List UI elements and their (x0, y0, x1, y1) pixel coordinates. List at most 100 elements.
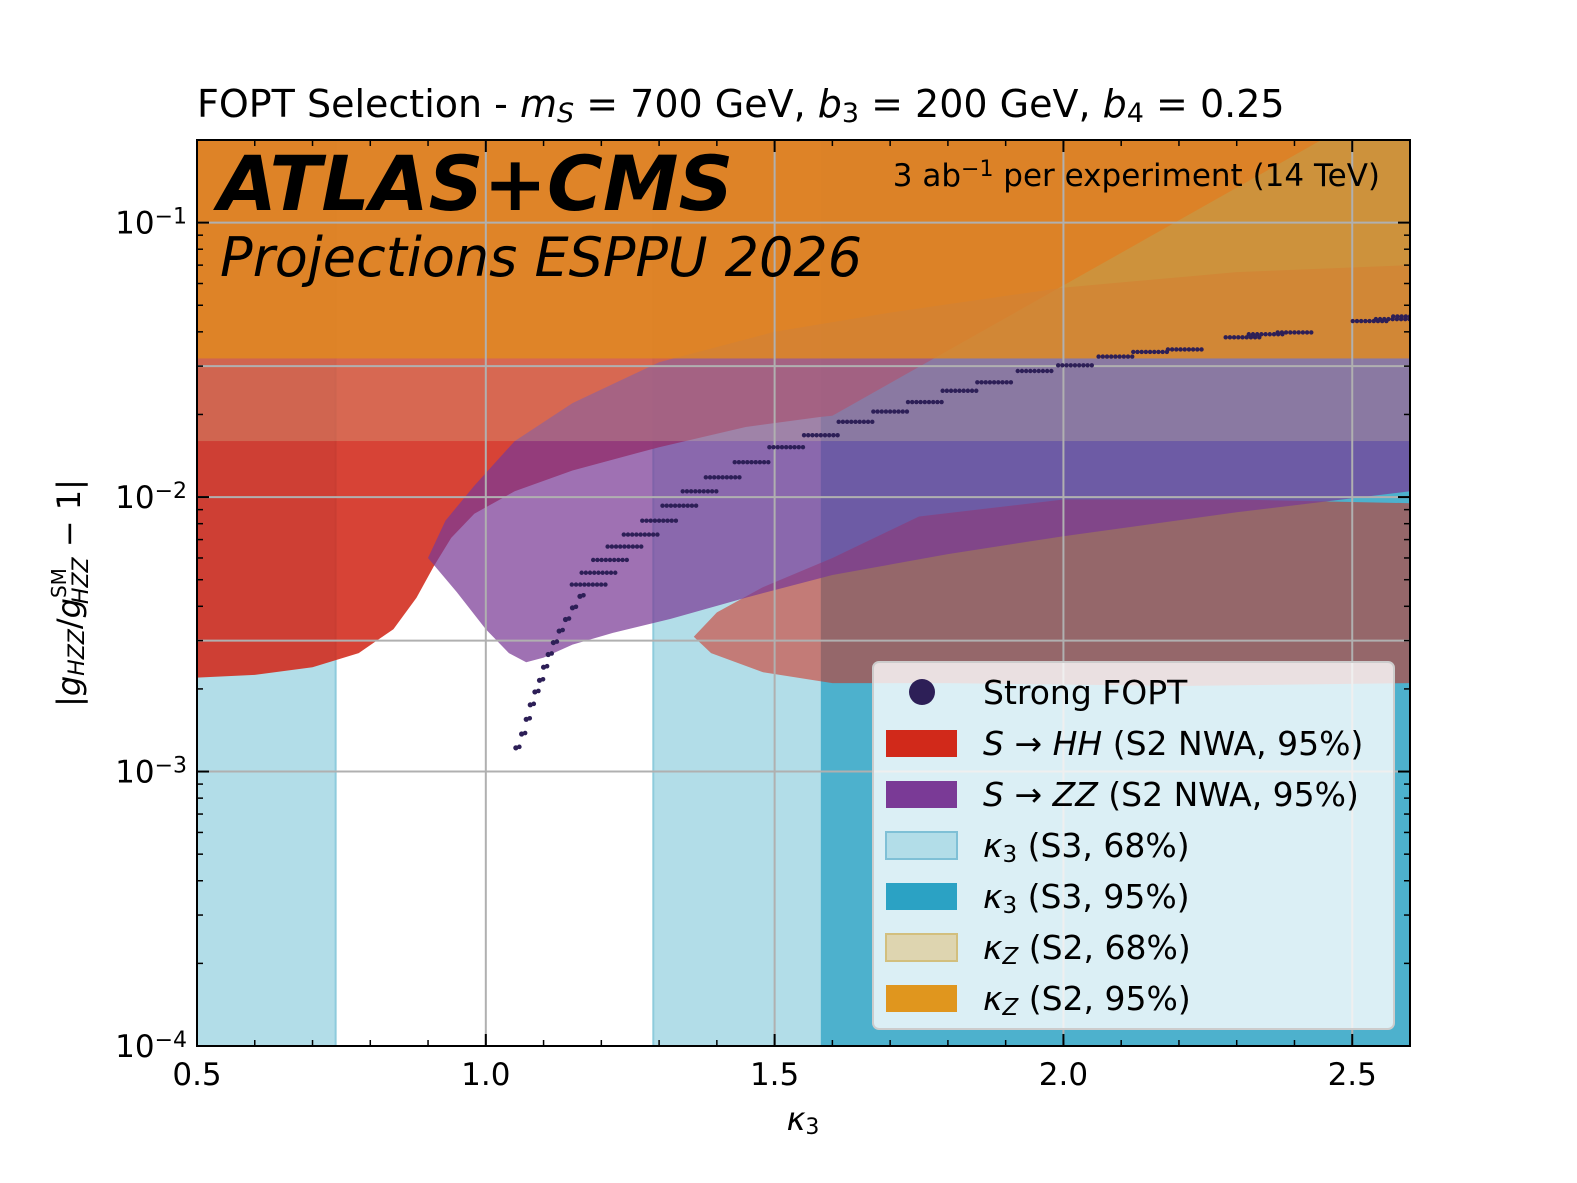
fopt-point (905, 399, 911, 405)
fopt-point (1135, 349, 1140, 355)
fopt-point (622, 544, 627, 549)
fopt-point (590, 557, 596, 563)
fopt-point (648, 518, 653, 523)
fopt-point (1231, 335, 1237, 340)
fopt-point (642, 532, 648, 537)
fopt-point (1399, 314, 1404, 319)
fopt-point (634, 532, 639, 537)
fopt-point (630, 544, 636, 549)
fopt-point (1263, 332, 1268, 337)
fopt-point (926, 399, 932, 405)
fopt-point (1199, 347, 1204, 352)
fopt-point (745, 459, 750, 465)
fopt-point (840, 419, 846, 425)
fopt-point (611, 557, 617, 563)
luminosity-label: 3 ab−1 per experiment (14 TeV) (893, 157, 1380, 194)
fopt-point (540, 676, 546, 682)
fopt-point (904, 409, 910, 414)
fopt-point (800, 444, 806, 450)
fopt-point (1131, 349, 1136, 355)
fopt-point (1275, 330, 1280, 335)
fopt-point (1081, 363, 1086, 368)
fopt-point (1377, 316, 1383, 322)
fopt-point (1182, 347, 1187, 352)
fopt-point (961, 388, 966, 393)
fopt-point (681, 503, 686, 508)
fopt-point (1160, 349, 1165, 355)
fopt-point (1257, 335, 1262, 340)
x-tick-label: 1.0 (461, 1057, 510, 1093)
fopt-point (625, 532, 631, 537)
fopt-point (720, 475, 725, 480)
fopt-point (922, 399, 927, 405)
fopt-point (1100, 354, 1106, 359)
fopt-point (844, 419, 850, 425)
fopt-point (969, 388, 975, 393)
fopt-point (818, 433, 824, 438)
fopt-point (914, 399, 919, 405)
fopt-point (531, 701, 537, 707)
fopt-point (1358, 318, 1364, 324)
fopt-point (701, 489, 706, 494)
fopt-point (639, 544, 644, 549)
legend-label: S → HH (S2 NWA, 95%) (983, 724, 1363, 763)
fopt-point (1036, 368, 1041, 374)
fopt-point (661, 518, 666, 523)
fopt-point (1049, 368, 1054, 374)
fopt-point (1300, 330, 1306, 335)
fopt-point (940, 388, 945, 393)
fopt-point (1060, 363, 1065, 368)
y-tick-label: 10−3 (115, 754, 187, 791)
legend: Strong FOPT S → HH (S2 NWA, 95%) S → ZZ (S… (872, 661, 1395, 1030)
fopt-point (1174, 347, 1179, 352)
fopt-point (849, 419, 854, 425)
fopt-point (1363, 318, 1368, 324)
fopt-point (566, 616, 572, 621)
fopt-point (974, 388, 979, 393)
fopt-point (1143, 349, 1149, 355)
fopt-point (673, 518, 679, 523)
fopt-point (626, 544, 631, 549)
fopt-point (573, 582, 579, 587)
fopt-point (655, 532, 660, 537)
fopt-point (624, 557, 629, 563)
y-tick-label: 10−1 (115, 205, 187, 242)
y-axis-title: |gHZZ/gSMHZZ − 1| (47, 479, 94, 707)
fopt-point (613, 570, 618, 575)
fopt-point (1254, 332, 1260, 337)
fopt-point (1373, 316, 1379, 322)
fopt-point (590, 582, 596, 587)
fopt-point (783, 444, 789, 450)
fopt-point (775, 444, 780, 450)
fopt-point (1292, 330, 1297, 335)
fopt-point (1240, 335, 1245, 340)
fopt-point (810, 433, 815, 438)
fopt-point (749, 459, 754, 465)
fopt-point (581, 593, 586, 598)
fopt-point (709, 489, 715, 494)
fopt-point (599, 582, 604, 587)
fopt-point (1104, 354, 1110, 359)
legend-label: Strong FOPT (983, 673, 1188, 712)
fopt-point (680, 489, 685, 494)
fopt-point (651, 532, 656, 537)
fopt-point (757, 459, 763, 465)
fopt-point (693, 503, 699, 508)
fopt-point (1304, 330, 1310, 335)
fopt-point (1000, 380, 1005, 385)
axis-ticks (196, 140, 1410, 1047)
fopt-point (677, 503, 682, 508)
grid (197, 140, 1410, 1046)
fopt-point (594, 582, 600, 587)
legend-box (872, 661, 1395, 1030)
fopt-point (871, 409, 876, 414)
projection-subtitle: Projections ESPPU 2026 (220, 226, 862, 289)
fopt-point (621, 532, 627, 537)
fopt-point (705, 489, 711, 494)
legend-swatch (886, 985, 957, 1012)
fopt-point (892, 409, 897, 414)
legend-swatch (886, 883, 957, 910)
fopt-point (1147, 349, 1153, 355)
fopt-point (578, 582, 583, 587)
fopt-point (522, 730, 528, 736)
